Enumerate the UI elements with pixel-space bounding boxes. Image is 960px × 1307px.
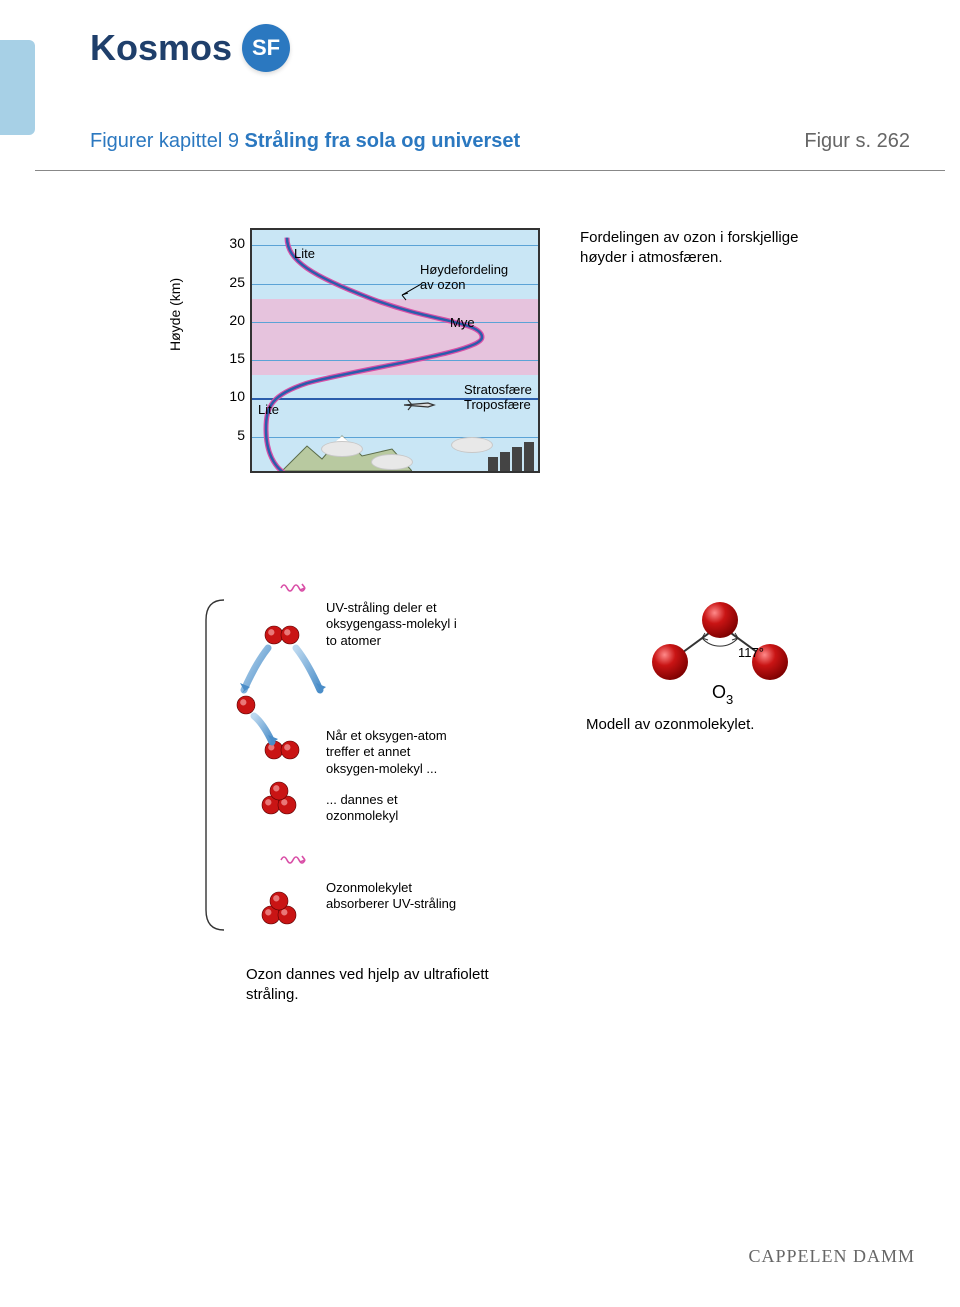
page-ref: Figur s. 262 (804, 130, 910, 153)
chart-label: Lite (258, 402, 279, 417)
angle-label: 117° (738, 645, 764, 660)
y-tick: 20 (225, 312, 245, 328)
formation-step: UV-stråling deler et oksygengass-molekyl… (326, 600, 461, 649)
header-rule (35, 170, 945, 171)
ozone-molecule-caption: Modell av ozonmolekylet. (586, 715, 836, 735)
chapter-title: Stråling fra sola og universet (245, 130, 521, 152)
chart-label: Stratosfære (464, 382, 532, 397)
svg-text:O3: O3 (712, 682, 733, 707)
ozone-formation-figure: UV-stråling deler et oksygengass-molekyl… (246, 580, 466, 960)
curve-label: Høydefordelingav ozon (420, 262, 508, 292)
y-tick: 25 (225, 274, 245, 290)
chart-label: Troposfære (464, 397, 531, 412)
formation-step: Når et oksygen-atom treffer et annet oks… (326, 728, 461, 777)
ozone-molecule-figure: 117° O3 (620, 580, 820, 720)
y-tick: 15 (225, 350, 245, 366)
chart-label: Lite (294, 246, 315, 261)
formation-step: ... dannes et ozonmolekyl (326, 792, 461, 825)
chart-label: Mye (450, 315, 475, 330)
formation-step: Ozonmolekylet absorberer UV-stråling (326, 880, 461, 913)
brand-row: KosmosSF (90, 24, 290, 72)
chart-box: Lite Lite Høydefordelingav ozon Mye Stratosf… (250, 228, 540, 473)
chapter-left: Figurer kapittel 9 Stråling fra sola og … (90, 130, 520, 153)
y-tick: 30 (225, 235, 245, 251)
chapter-row: Figurer kapittel 9 Stråling fra sola og … (90, 130, 910, 153)
left-tab (0, 40, 35, 135)
ozone-profile-figure: Høyde (km)30252015105LiteLiteHøydefordel… (180, 228, 550, 478)
y-tick: 10 (225, 388, 245, 404)
ozone-profile-caption: Fordelingen av ozon i forskjellige høyde… (580, 228, 830, 269)
chapter-prefix: Figurer kapittel 9 (90, 130, 239, 152)
molecule-svg: 117° O3 (620, 580, 820, 720)
brand-badge: SF (242, 24, 290, 72)
brand-name: Kosmos (90, 27, 232, 69)
y-tick: 5 (225, 427, 245, 443)
y-axis-label: Høyde (km) (167, 278, 183, 351)
publisher-name: CAPPELEN DAMM (748, 1246, 915, 1267)
ozone-formation-caption: Ozon dannes ved hjelp av ultrafiolett st… (246, 965, 496, 1006)
